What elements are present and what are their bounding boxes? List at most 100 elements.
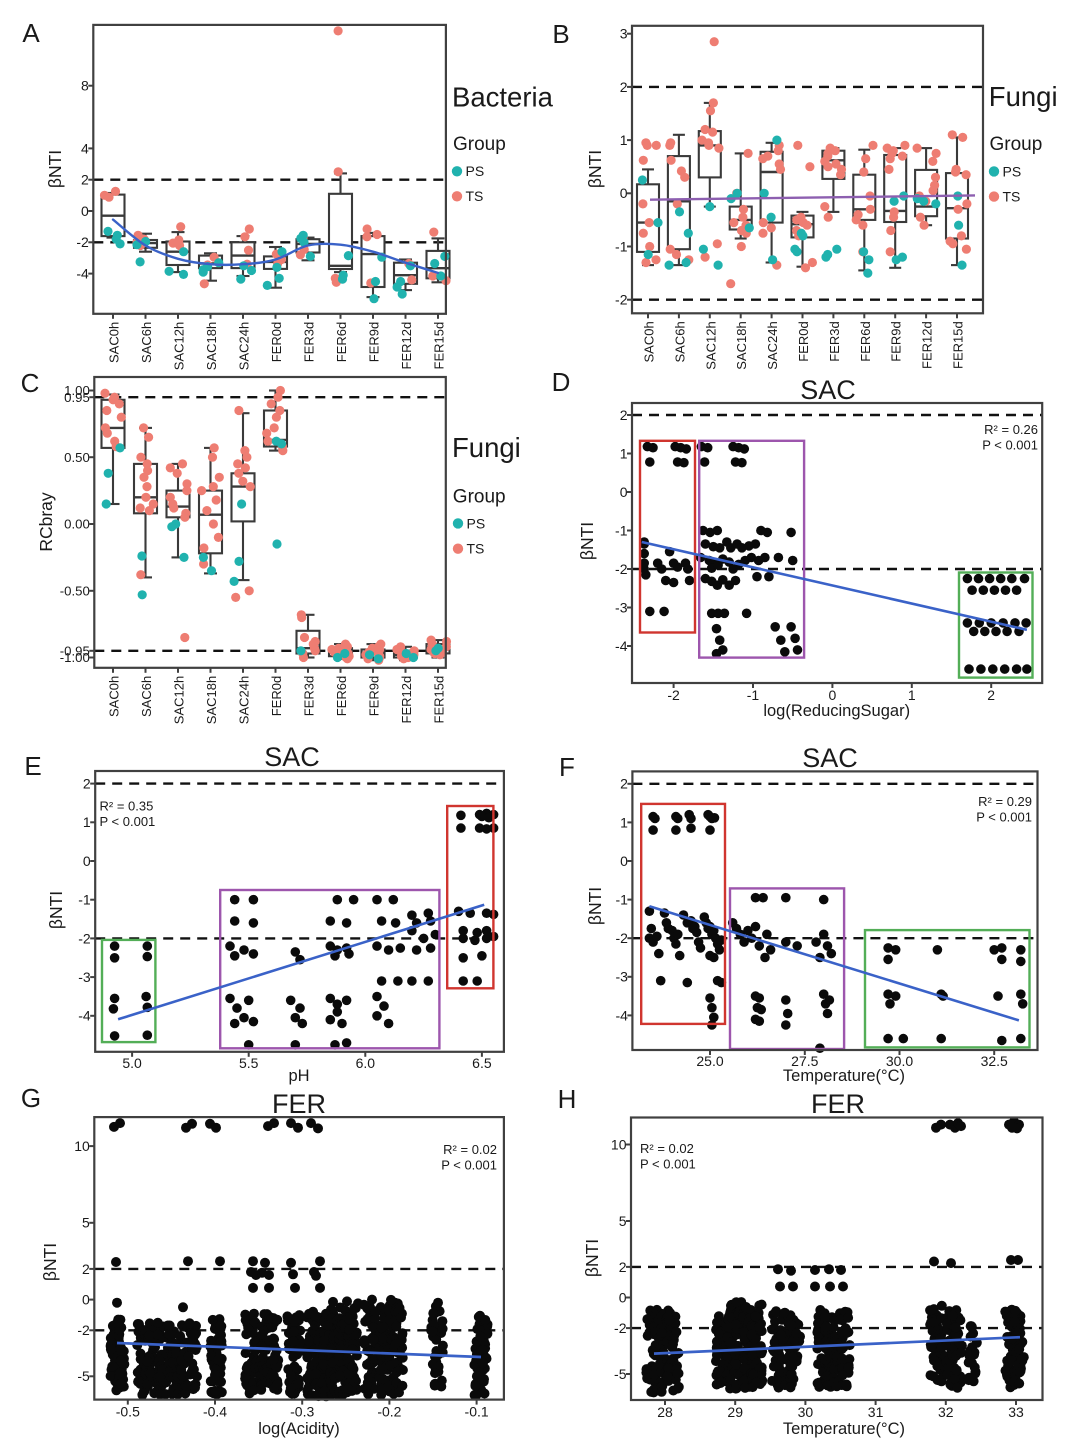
svg-text:5: 5 [619, 1213, 627, 1229]
svg-text:D: D [552, 367, 571, 397]
svg-text:FER15d: FER15d [432, 322, 447, 370]
svg-text:R² = 0.29: R² = 0.29 [978, 794, 1032, 809]
svg-text:6.0: 6.0 [356, 1055, 376, 1071]
svg-text:-3: -3 [615, 969, 628, 985]
svg-text:-1: -1 [615, 238, 628, 254]
svg-text:Temperature(°C): Temperature(°C) [783, 1067, 905, 1085]
svg-text:FER3d: FER3d [302, 322, 317, 362]
svg-text:5: 5 [82, 1215, 90, 1231]
svg-text:-0.1: -0.1 [465, 1404, 489, 1420]
svg-text:Fungi: Fungi [989, 81, 1058, 112]
svg-text:-0.50: -0.50 [60, 583, 90, 598]
svg-text:-0.5: -0.5 [116, 1404, 140, 1420]
svg-text:FER0d: FER0d [269, 322, 284, 362]
svg-text:-2: -2 [615, 292, 628, 308]
svg-text:SAC24h: SAC24h [237, 676, 252, 724]
svg-text:-0.4: -0.4 [203, 1404, 227, 1420]
svg-text:βNTI: βNTI [40, 1243, 60, 1281]
svg-text:FER15d: FER15d [432, 676, 447, 724]
svg-text:0: 0 [82, 1292, 90, 1308]
svg-text:0.50: 0.50 [64, 450, 90, 465]
svg-text:R² = 0.35: R² = 0.35 [100, 799, 154, 814]
svg-text:FER9d: FER9d [367, 676, 382, 716]
svg-text:0: 0 [81, 203, 89, 219]
svg-text:0: 0 [620, 185, 628, 201]
svg-text:31: 31 [868, 1404, 884, 1420]
svg-text:SAC6h: SAC6h [139, 676, 154, 717]
svg-text:2: 2 [619, 1259, 627, 1275]
svg-text:SAC: SAC [800, 375, 856, 405]
svg-text:FER15d: FER15d [951, 321, 966, 369]
svg-text:E: E [24, 751, 41, 781]
svg-text:2: 2 [987, 687, 995, 703]
svg-text:30: 30 [798, 1404, 814, 1420]
svg-text:0.95: 0.95 [64, 390, 90, 405]
svg-text:-1: -1 [747, 687, 760, 703]
svg-text:FER0d: FER0d [796, 321, 811, 361]
svg-text:Group: Group [990, 134, 1043, 155]
svg-text:R² = 0.02: R² = 0.02 [443, 1142, 497, 1157]
svg-text:25.0: 25.0 [696, 1053, 723, 1069]
svg-text:2: 2 [82, 1261, 90, 1277]
svg-text:-2: -2 [76, 234, 89, 250]
svg-text:-0.95: -0.95 [60, 643, 90, 658]
svg-text:SAC18h: SAC18h [204, 676, 219, 724]
svg-text:A: A [22, 18, 40, 48]
svg-text:0: 0 [829, 687, 837, 703]
svg-text:PS: PS [1003, 163, 1022, 179]
svg-text:P < 0.001: P < 0.001 [100, 814, 156, 829]
svg-text:1: 1 [620, 132, 628, 148]
svg-text:-2: -2 [77, 1322, 90, 1338]
svg-text:32: 32 [938, 1404, 954, 1420]
svg-text:Group: Group [453, 487, 506, 508]
svg-text:-2: -2 [667, 687, 680, 703]
svg-text:SAC24h: SAC24h [765, 321, 780, 369]
svg-text:FER: FER [272, 1089, 326, 1119]
svg-text:FER6d: FER6d [334, 322, 349, 362]
svg-text:B: B [552, 19, 569, 49]
svg-text:R² = 0.26: R² = 0.26 [984, 422, 1038, 437]
svg-text:5.5: 5.5 [239, 1055, 259, 1071]
svg-text:βNTI: βNTI [46, 891, 66, 929]
svg-text:2: 2 [620, 776, 628, 792]
svg-text:SAC12h: SAC12h [703, 321, 718, 369]
svg-text:FER9d: FER9d [889, 321, 904, 361]
svg-text:G: G [21, 1083, 41, 1113]
svg-text:TS: TS [1003, 189, 1021, 205]
svg-text:1: 1 [620, 445, 628, 461]
svg-text:FER9d: FER9d [367, 322, 382, 362]
svg-text:10: 10 [611, 1136, 627, 1152]
svg-text:2: 2 [81, 172, 89, 188]
svg-text:-5: -5 [77, 1368, 90, 1384]
svg-text:Group: Group [453, 134, 506, 155]
svg-text:FER3d: FER3d [827, 321, 842, 361]
svg-text:βNTI: βNTI [45, 150, 65, 188]
svg-text:log(Acidity): log(Acidity) [258, 1420, 340, 1438]
svg-text:1.00: 1.00 [64, 383, 90, 398]
svg-text:-2: -2 [78, 930, 91, 946]
svg-text:-2: -2 [615, 930, 628, 946]
svg-text:FER: FER [811, 1089, 865, 1119]
svg-text:SAC12h: SAC12h [172, 676, 187, 724]
svg-text:P < 0.001: P < 0.001 [982, 438, 1038, 453]
svg-text:32.5: 32.5 [981, 1053, 1008, 1069]
svg-text:FER0d: FER0d [269, 676, 284, 716]
svg-text:βNTI: βNTI [577, 522, 597, 560]
svg-text:-3: -3 [78, 969, 91, 985]
svg-text:log(ReducingSugar): log(ReducingSugar) [763, 702, 910, 720]
svg-text:-0.2: -0.2 [377, 1404, 401, 1420]
svg-text:SAC6h: SAC6h [139, 322, 154, 363]
svg-text:SAC: SAC [264, 742, 320, 772]
svg-text:-4: -4 [615, 1007, 628, 1023]
svg-text:2: 2 [620, 407, 628, 423]
svg-text:SAC24h: SAC24h [237, 322, 252, 370]
svg-text:33: 33 [1008, 1404, 1024, 1420]
svg-text:1: 1 [620, 814, 628, 830]
svg-text:P < 0.001: P < 0.001 [441, 1158, 497, 1173]
svg-text:SAC0h: SAC0h [107, 676, 122, 717]
svg-text:-0.3: -0.3 [290, 1404, 314, 1420]
svg-text:-4: -4 [78, 1008, 91, 1024]
svg-text:-2: -2 [615, 561, 628, 577]
svg-text:FER3d: FER3d [302, 676, 317, 716]
svg-text:FER12d: FER12d [399, 322, 414, 370]
